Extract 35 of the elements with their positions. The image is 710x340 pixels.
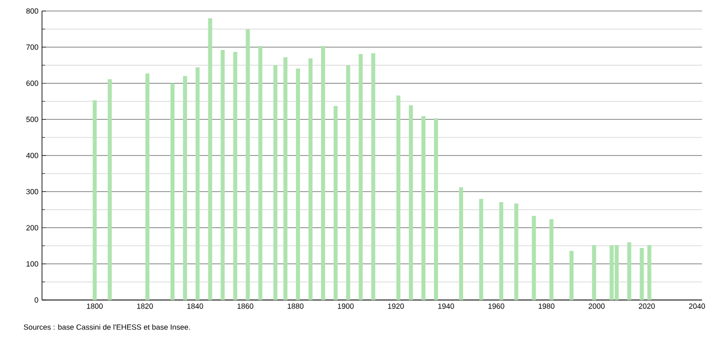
bar — [208, 18, 212, 300]
bar — [421, 116, 426, 300]
bar — [459, 187, 464, 300]
bar — [246, 29, 250, 300]
bar — [434, 118, 438, 300]
bar — [346, 66, 350, 300]
bar — [640, 248, 644, 300]
bar — [258, 46, 262, 300]
bar — [479, 198, 484, 300]
bar — [321, 46, 326, 300]
bar — [196, 67, 200, 300]
bar — [358, 54, 363, 300]
bar — [308, 58, 313, 300]
bar — [532, 216, 536, 300]
bar — [92, 100, 97, 300]
bar — [514, 204, 518, 300]
bar — [647, 245, 652, 300]
bar — [108, 79, 112, 300]
bar — [220, 50, 225, 300]
bar — [408, 105, 413, 300]
bar — [183, 76, 188, 300]
bar — [334, 106, 338, 300]
bar — [592, 245, 596, 300]
bar — [273, 65, 278, 300]
bar — [371, 53, 376, 300]
bar — [145, 74, 150, 300]
bar — [233, 52, 238, 300]
bar — [627, 242, 632, 300]
bar — [396, 96, 400, 300]
bar — [499, 202, 504, 300]
bar — [283, 57, 288, 300]
bar — [549, 219, 554, 300]
bar — [570, 250, 574, 300]
bar — [296, 68, 300, 300]
bar — [170, 83, 175, 300]
